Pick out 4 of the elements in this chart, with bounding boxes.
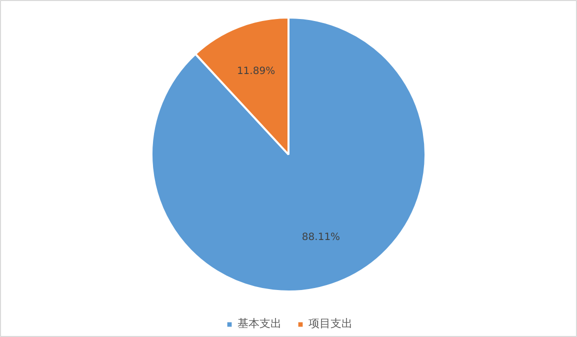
legend-label: 项目支出 xyxy=(308,316,352,331)
legend-label: 基本支出 xyxy=(238,316,282,331)
data-label: 11.89% xyxy=(236,66,276,78)
data-label: 88.11% xyxy=(302,232,340,243)
